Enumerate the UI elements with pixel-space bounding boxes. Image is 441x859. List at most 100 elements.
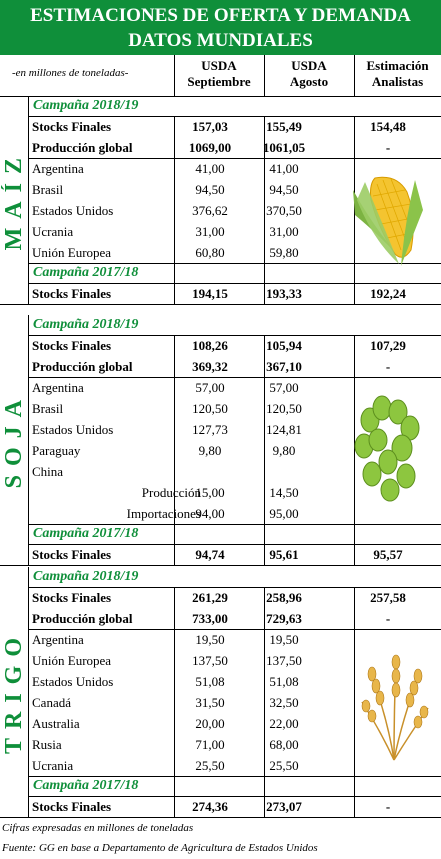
soybean-pods-icon xyxy=(354,395,420,502)
table-row: Ucrania 31,00 31,00 xyxy=(28,221,441,242)
campaign-previous-label: Campaña 2017/18 xyxy=(33,526,139,541)
footer-source: Fuente: GG en base a Departamento de Agr… xyxy=(2,842,318,854)
value-septiembre: 94,00 xyxy=(195,506,225,521)
value-agosto: 25,50 xyxy=(269,758,299,773)
table-row: Producción global 1069,00 1061,05 - xyxy=(28,137,441,158)
value-agosto: 258,96 xyxy=(266,590,302,605)
value-agosto: 57,00 xyxy=(269,380,299,395)
row-label: Australia xyxy=(32,716,80,731)
value-septiembre: 60,80 xyxy=(195,245,225,260)
crop-label: SOJA xyxy=(0,391,27,489)
value-septiembre: 20,00 xyxy=(195,716,225,731)
value-agosto: 124,81 xyxy=(266,422,302,437)
value-analistas: 257,58 xyxy=(370,590,406,605)
row-label: Stocks Finales xyxy=(32,286,112,301)
table-row: Importaciones 94,00 95,00 xyxy=(28,503,441,524)
row-label: Brasil xyxy=(32,182,64,197)
value-agosto: 155,49 xyxy=(266,119,302,134)
value-agosto: 1061,05 xyxy=(262,140,306,155)
campaign-current-label: Campaña 2018/19 xyxy=(33,98,139,113)
value-septiembre: 31,50 xyxy=(195,695,225,710)
row-label: Argentina xyxy=(32,632,84,647)
value-agosto: 367,10 xyxy=(266,359,302,374)
value-septiembre: 71,00 xyxy=(195,737,225,752)
table-row: Unión Europea 60,80 59,80 xyxy=(28,242,441,263)
campaign-previous-label: Campaña 2017/18 xyxy=(33,265,139,280)
value-septiembre: 120,50 xyxy=(192,401,228,416)
title-line-2: DATOS MUNDIALES xyxy=(128,30,313,51)
table-row: Producción global 733,00 729,63 - xyxy=(28,608,441,629)
value-analistas: - xyxy=(385,799,391,814)
value-analistas: 154,48 xyxy=(370,119,406,134)
table-row: Brasil 120,50 120,50 xyxy=(28,398,441,419)
value-agosto: 32,50 xyxy=(269,695,299,710)
table-row-previous: Stocks Finales 94,74 95,61 95,57 xyxy=(28,544,441,565)
row-label: Stocks Finales xyxy=(32,590,112,605)
value-septiembre: 1069,00 xyxy=(188,140,232,155)
row-label: Canadá xyxy=(32,695,71,710)
page-title: ESTIMACIONES DE OFERTA Y DEMANDA DATOS M… xyxy=(0,0,441,55)
row-label: Stocks Finales xyxy=(32,338,112,353)
title-line-1: ESTIMACIONES DE OFERTA Y DEMANDA xyxy=(30,5,411,26)
unit-note: -en millones de toneladas- xyxy=(12,67,129,79)
value-agosto: 95,61 xyxy=(269,547,299,562)
value-septiembre: 15,00 xyxy=(195,485,225,500)
value-agosto: 22,00 xyxy=(269,716,299,731)
table-row: Argentina 41,00 41,00 xyxy=(28,158,441,179)
value-septiembre: 127,73 xyxy=(192,422,228,437)
value-agosto: 31,00 xyxy=(269,224,299,239)
value-analistas: - xyxy=(385,140,391,155)
header-usda-agosto: USDA Agosto xyxy=(289,58,329,89)
table-row: Unión Europea 137,50 137,50 xyxy=(28,650,441,671)
row-label: Paraguay xyxy=(32,443,81,458)
value-analistas: 95,57 xyxy=(373,547,403,562)
row-label: Unión Europea xyxy=(32,653,112,668)
value-agosto: 94,50 xyxy=(269,182,299,197)
table-row: Australia 20,00 22,00 xyxy=(28,713,441,734)
value-septiembre: 94,50 xyxy=(195,182,225,197)
value-agosto: 51,08 xyxy=(269,674,299,689)
crop-label: TRIGO xyxy=(0,629,27,755)
value-septiembre: 376,62 xyxy=(192,203,228,218)
row-label: Ucrania xyxy=(32,224,74,239)
row-label: Brasil xyxy=(32,401,64,416)
table-row: Canadá 31,50 32,50 xyxy=(28,692,441,713)
value-agosto: 105,94 xyxy=(266,338,302,353)
row-label: Ucrania xyxy=(32,758,74,773)
table-row: Estados Unidos 51,08 51,08 xyxy=(28,671,441,692)
value-agosto: 41,00 xyxy=(269,161,299,176)
table-row: Paraguay 9,80 9,80 xyxy=(28,440,441,461)
row-label: Estados Unidos xyxy=(32,422,114,437)
value-agosto: 59,80 xyxy=(269,245,299,260)
value-septiembre: 25,50 xyxy=(195,758,225,773)
value-septiembre: 733,00 xyxy=(192,611,228,626)
table-row: Argentina 57,00 57,00 xyxy=(28,377,441,398)
row-label: Argentina xyxy=(32,380,84,395)
value-septiembre: 94,74 xyxy=(195,547,225,562)
campaign-previous-label: Campaña 2017/18 xyxy=(33,778,139,793)
row-label: Unión Europea xyxy=(32,245,112,260)
row-label: Importaciones xyxy=(126,506,201,521)
table-row: Brasil 94,50 94,50 xyxy=(28,179,441,200)
campaign-current-label: Campaña 2018/19 xyxy=(33,317,139,332)
value-agosto: 370,50 xyxy=(266,203,302,218)
value-septiembre: 108,26 xyxy=(192,338,228,353)
value-septiembre: 51,08 xyxy=(195,674,225,689)
row-label: Estados Unidos xyxy=(32,674,114,689)
value-septiembre: 41,00 xyxy=(195,161,225,176)
value-agosto: 19,50 xyxy=(269,632,299,647)
corn-cob-icon xyxy=(353,176,423,266)
table-row: Producción 15,00 14,50 xyxy=(28,482,441,503)
table-row: Argentina 19,50 19,50 xyxy=(28,629,441,650)
value-analistas: 192,24 xyxy=(370,286,406,301)
row-label: Producción global xyxy=(32,140,133,155)
row-label: China xyxy=(32,464,64,479)
value-agosto: 14,50 xyxy=(269,485,299,500)
value-agosto: 137,50 xyxy=(266,653,302,668)
value-agosto: 193,33 xyxy=(266,286,302,301)
value-analistas: 107,29 xyxy=(370,338,406,353)
row-label: Stocks Finales xyxy=(32,547,112,562)
value-septiembre: 274,36 xyxy=(192,799,228,814)
value-agosto: 729,63 xyxy=(266,611,302,626)
value-septiembre: 57,00 xyxy=(195,380,225,395)
